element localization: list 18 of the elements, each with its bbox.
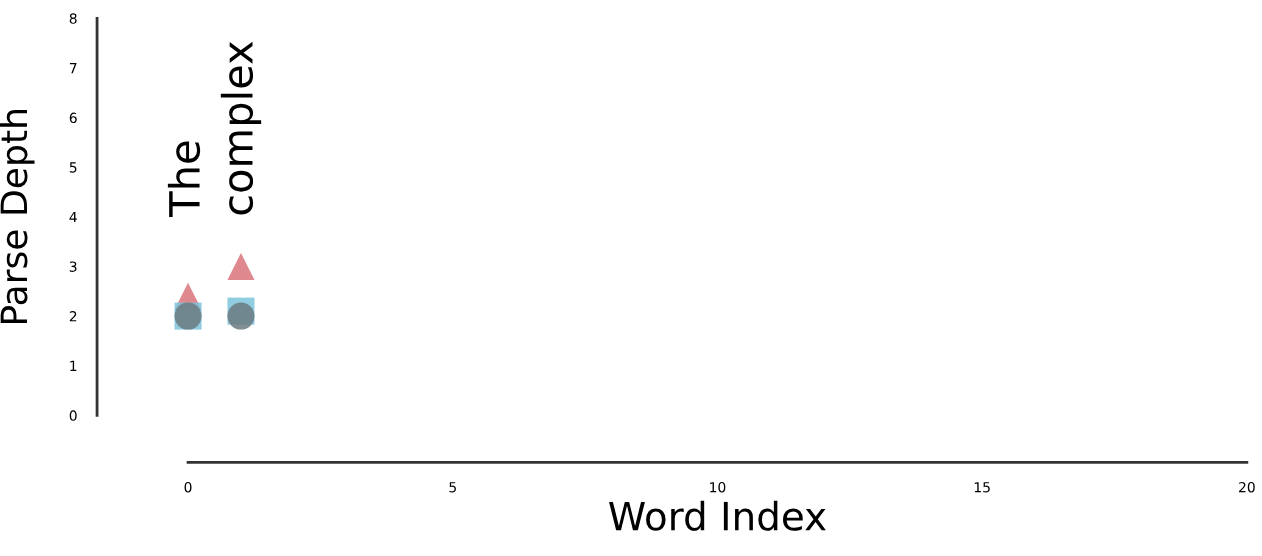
y-tick-label: 5: [69, 162, 77, 173]
y-tick-label: 2: [69, 311, 77, 322]
x-tick-label: 5: [449, 482, 456, 493]
annotation: The: [167, 141, 201, 217]
x-tick-label: 15: [974, 482, 990, 493]
y-tick-label: 4: [69, 211, 77, 223]
x-axis-title: Word Index: [609, 500, 826, 531]
x-tick-label: 0: [184, 481, 192, 493]
y-tick-label: 6: [69, 112, 77, 124]
annotation: complex: [220, 41, 262, 215]
y-axis-title: Parse Depth: [0, 110, 35, 324]
x-tick-label: 20: [1239, 481, 1255, 493]
y-tick-label: 3: [69, 261, 77, 272]
y-tick-label: 7: [69, 63, 77, 74]
y-tick-label: 1: [70, 360, 77, 371]
x-tick-label: 10: [710, 481, 726, 493]
y-tick-label: 8: [69, 13, 77, 24]
y-tick-label: 0: [69, 410, 77, 421]
